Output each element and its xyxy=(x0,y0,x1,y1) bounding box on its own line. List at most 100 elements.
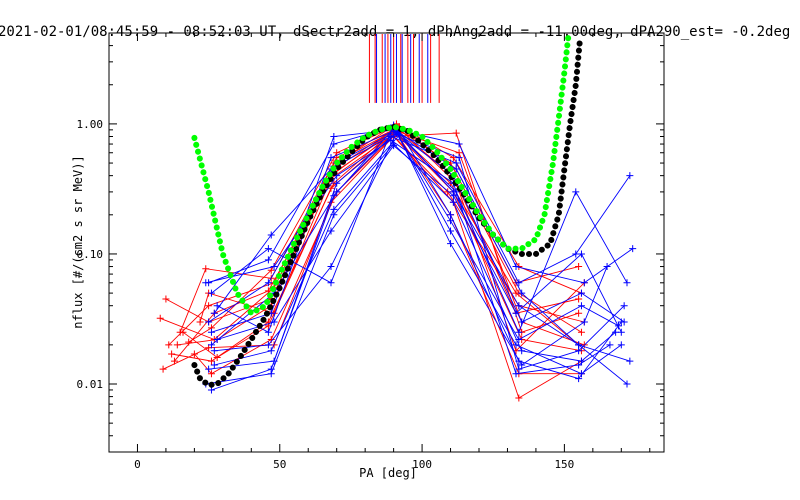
red-series-point xyxy=(267,266,275,274)
red-series-point xyxy=(205,344,213,352)
blue-series-line xyxy=(208,130,622,380)
blue-series-point xyxy=(449,192,457,200)
blue-series-point xyxy=(512,370,520,378)
blue-series-point xyxy=(449,198,457,206)
blue-series-point xyxy=(327,154,335,162)
blue-series-point xyxy=(575,361,583,369)
blue-series-point xyxy=(623,279,631,287)
blue-series-point xyxy=(330,192,338,200)
blue-series-point xyxy=(452,159,460,167)
blue-series-point xyxy=(267,365,275,373)
blue-series-point xyxy=(447,211,455,219)
red-series-point xyxy=(515,394,523,402)
blue-series-point xyxy=(447,217,455,225)
blue-series-point xyxy=(623,380,631,388)
blue-series-point xyxy=(577,302,585,310)
blue-series-point xyxy=(333,179,341,187)
blue-series-point xyxy=(330,205,338,213)
blue-series-point xyxy=(210,309,218,317)
blue-series-point xyxy=(626,172,634,180)
y-tick-label: 0.10 xyxy=(77,248,104,261)
blue-series-point xyxy=(210,347,218,355)
blue-series-point xyxy=(620,318,628,326)
blue-series-point xyxy=(575,341,583,349)
blue-series-point xyxy=(617,341,625,349)
blue-series-point xyxy=(512,341,520,349)
blue-series-point xyxy=(264,256,272,264)
blue-series-point xyxy=(213,335,221,343)
blue-series-point xyxy=(512,309,520,317)
red-series-point xyxy=(168,350,176,358)
red-series-point xyxy=(190,350,198,358)
x-axis-ticks: 0 50 100 150 xyxy=(134,33,651,471)
blue-series-line xyxy=(214,134,625,370)
blue-series-point xyxy=(327,263,335,271)
blue-series-point xyxy=(267,347,275,355)
blue-series-point xyxy=(580,318,588,326)
blue-series-point xyxy=(327,227,335,235)
red-series-line xyxy=(182,127,579,359)
blue-series-point xyxy=(577,250,585,258)
blue-series-point xyxy=(205,365,213,373)
blue-series-line xyxy=(216,129,633,333)
blue-series-point xyxy=(518,347,526,355)
red-series-point xyxy=(575,263,583,271)
y-axis-ticks: 0.01 0.10 1.00 xyxy=(77,32,664,453)
red-series-point xyxy=(170,357,178,365)
blue-series-point xyxy=(202,279,210,287)
blue-series-point xyxy=(390,142,398,150)
red-series-line xyxy=(188,126,582,343)
blue-series-line xyxy=(205,139,611,375)
green-fit-curve xyxy=(191,33,572,318)
blue-series-point xyxy=(452,165,460,173)
x-axis-label: PA [deg] xyxy=(359,466,417,480)
red-series-point xyxy=(173,341,181,349)
blue-series-line xyxy=(205,143,616,385)
blue-series-point xyxy=(515,365,523,373)
blue-series-point xyxy=(213,302,221,310)
red-series-point xyxy=(162,295,170,303)
green-fit-line xyxy=(191,33,572,318)
blue-series-point xyxy=(620,302,628,310)
blue-series-point xyxy=(264,328,272,336)
blue-series-point xyxy=(455,154,463,162)
blue-series-point xyxy=(264,245,272,253)
blue-series-point xyxy=(270,318,278,326)
blue-series-point xyxy=(205,318,213,326)
red-series-point xyxy=(207,370,215,378)
y-axis-label: nflux [#/(cm2 s sr MeV)] xyxy=(71,155,85,328)
blue-series-point xyxy=(270,263,278,271)
chart-title: 2021-02-01/08:45:59 - 08:52:03 UT, dSect… xyxy=(0,24,790,40)
blue-series-point xyxy=(572,188,580,196)
blue-series-point xyxy=(207,341,215,349)
blue-series-point xyxy=(447,240,455,248)
blue-series-point xyxy=(580,279,588,287)
red-series-point xyxy=(205,302,213,310)
blue-series-point xyxy=(267,231,275,239)
blue-series-line xyxy=(211,127,619,391)
blue-series-point xyxy=(327,279,335,287)
red-series-point xyxy=(185,338,193,346)
blue-series-point xyxy=(515,302,523,310)
red-series-line xyxy=(165,129,579,346)
blue-series-point xyxy=(515,328,523,336)
blue-series-point xyxy=(207,328,215,336)
blue-series-point xyxy=(575,375,583,383)
red-series-point xyxy=(156,314,164,322)
blue-series-point xyxy=(518,289,526,297)
phase-marker-lines xyxy=(368,34,440,103)
red-series-point xyxy=(207,357,215,365)
blue-series-point xyxy=(629,245,637,253)
y-tick-label: 1.00 xyxy=(77,118,104,131)
red-series-point xyxy=(179,328,187,336)
blue-series-point xyxy=(603,263,611,271)
blue-series-point xyxy=(447,227,455,235)
blue-series-line xyxy=(214,132,628,352)
blue-series-point xyxy=(518,361,526,369)
red-series-point xyxy=(196,318,204,326)
red-series-point xyxy=(575,309,583,317)
red-series-point xyxy=(159,365,167,373)
red-series-point xyxy=(327,184,335,192)
blue-series-line xyxy=(213,132,622,375)
